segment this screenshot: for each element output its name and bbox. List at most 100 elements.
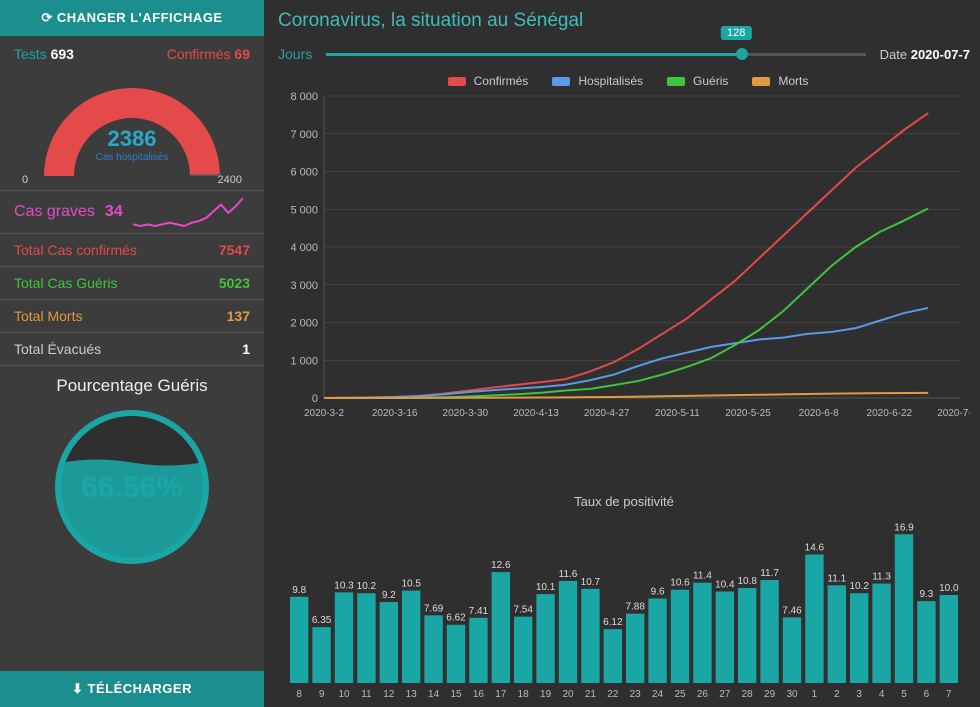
legend-item[interactable]: Hospitalisés [544, 74, 643, 88]
svg-text:30: 30 [786, 689, 798, 700]
gauge-center: 2386 Cas hospitalisés [0, 126, 264, 163]
svg-text:10.3: 10.3 [334, 580, 354, 591]
days-slider-row: Jours 128 Date 2020-07-7 [278, 40, 970, 74]
bar[interactable] [648, 599, 666, 683]
bar[interactable] [738, 588, 756, 683]
slider-thumb[interactable] [736, 48, 748, 60]
cas-graves-row: Cas graves 34 [0, 190, 264, 233]
bar[interactable] [626, 614, 644, 683]
svg-text:18: 18 [518, 689, 530, 700]
bar[interactable] [447, 625, 465, 683]
gauge-min: 0 [22, 174, 28, 186]
svg-text:5 000: 5 000 [290, 204, 318, 216]
total-row: Total Cas confirmés 7547 [0, 233, 264, 266]
confirmes-stat: Confirmés 69 [167, 46, 250, 62]
svg-text:10.2: 10.2 [357, 581, 377, 592]
svg-text:16.9: 16.9 [894, 522, 914, 533]
svg-text:12.6: 12.6 [491, 560, 511, 571]
bar[interactable] [895, 534, 913, 683]
bar[interactable] [312, 627, 330, 683]
bar[interactable] [828, 585, 846, 683]
svg-text:3: 3 [856, 689, 862, 700]
bar-chart-title: Taux de positivité [278, 488, 970, 511]
svg-text:4: 4 [879, 689, 885, 700]
gauge-scale: 0 2400 [22, 174, 242, 186]
bar[interactable] [716, 591, 734, 683]
svg-text:10.6: 10.6 [670, 578, 690, 589]
bar[interactable] [940, 595, 958, 683]
svg-text:16: 16 [473, 689, 485, 700]
bar[interactable] [402, 591, 420, 683]
bar[interactable] [290, 597, 308, 683]
svg-text:3 000: 3 000 [290, 280, 318, 292]
svg-text:21: 21 [585, 689, 597, 700]
svg-text:7.69: 7.69 [424, 603, 444, 614]
svg-text:8: 8 [296, 689, 302, 700]
bar[interactable] [559, 581, 577, 683]
svg-text:11: 11 [361, 689, 372, 700]
svg-text:2020-6-22: 2020-6-22 [867, 408, 913, 419]
total-label: Total Cas confirmés [14, 242, 137, 258]
legend-item[interactable]: Morts [744, 74, 808, 88]
bar[interactable] [917, 601, 935, 683]
svg-text:6.35: 6.35 [312, 615, 332, 626]
total-row: Total Cas Guéris 5023 [0, 266, 264, 299]
bar[interactable] [357, 593, 375, 683]
bar[interactable] [581, 589, 599, 683]
svg-text:9.2: 9.2 [382, 590, 396, 601]
confirmes-value: 69 [234, 46, 250, 62]
total-value: 7547 [219, 242, 250, 258]
bar[interactable] [469, 618, 487, 683]
svg-text:2020-5-11: 2020-5-11 [655, 408, 700, 419]
svg-text:10.1: 10.1 [536, 582, 556, 593]
svg-text:6.12: 6.12 [603, 617, 623, 628]
download-label: TÉLÉCHARGER [88, 681, 192, 696]
legend-item[interactable]: Guéris [659, 74, 728, 88]
legend-item[interactable]: Confirmés [440, 74, 529, 88]
svg-text:29: 29 [764, 689, 776, 700]
bar[interactable] [671, 590, 689, 683]
bar[interactable] [380, 602, 398, 683]
svg-text:2020-6-8: 2020-6-8 [799, 408, 839, 419]
graves-sparkline [133, 195, 243, 229]
svg-text:17: 17 [495, 689, 507, 700]
svg-text:2020-5-25: 2020-5-25 [725, 408, 771, 419]
svg-text:10.2: 10.2 [849, 581, 869, 592]
graves-value: 34 [105, 203, 123, 221]
days-slider[interactable]: 128 [326, 44, 865, 64]
bar[interactable] [850, 593, 868, 683]
bar[interactable] [492, 572, 510, 683]
totals-list: Total Cas confirmés 7547 Total Cas Guéri… [0, 233, 264, 365]
change-display-label: CHANGER L'AFFICHAGE [57, 10, 223, 25]
svg-text:12: 12 [383, 689, 395, 700]
bar[interactable] [536, 594, 554, 683]
svg-text:8 000: 8 000 [290, 92, 318, 103]
bar[interactable] [693, 583, 711, 683]
svg-text:66.56%: 66.56% [81, 471, 183, 504]
bar[interactable] [424, 615, 442, 683]
bar[interactable] [514, 617, 532, 683]
bar[interactable] [335, 592, 353, 683]
bar[interactable] [760, 580, 778, 683]
bar[interactable] [872, 584, 890, 683]
bar[interactable] [604, 629, 622, 683]
svg-text:2020-7-13: 2020-7-13 [937, 408, 970, 419]
svg-text:19: 19 [540, 689, 552, 700]
total-row: Total Morts 137 [0, 299, 264, 332]
bar[interactable] [805, 555, 823, 683]
svg-text:11.4: 11.4 [693, 571, 712, 582]
svg-text:2020-3-2: 2020-3-2 [304, 408, 344, 419]
graves-label: Cas graves [14, 203, 95, 221]
total-label: Total Morts [14, 308, 82, 324]
bar[interactable] [783, 617, 801, 683]
svg-text:9.3: 9.3 [919, 589, 933, 600]
pct-svg: 66.56% [47, 402, 217, 572]
svg-text:10.4: 10.4 [715, 579, 735, 590]
svg-text:15: 15 [450, 689, 462, 700]
svg-text:10.7: 10.7 [581, 577, 601, 588]
line-chart-legend: Confirmés Hospitalisés Guéris Morts [278, 74, 970, 92]
svg-text:2 000: 2 000 [290, 318, 318, 330]
change-display-button[interactable]: ⟳ CHANGER L'AFFICHAGE [0, 0, 264, 36]
download-button[interactable]: ⬇ TÉLÉCHARGER [0, 671, 264, 707]
slider-fill [326, 53, 736, 56]
